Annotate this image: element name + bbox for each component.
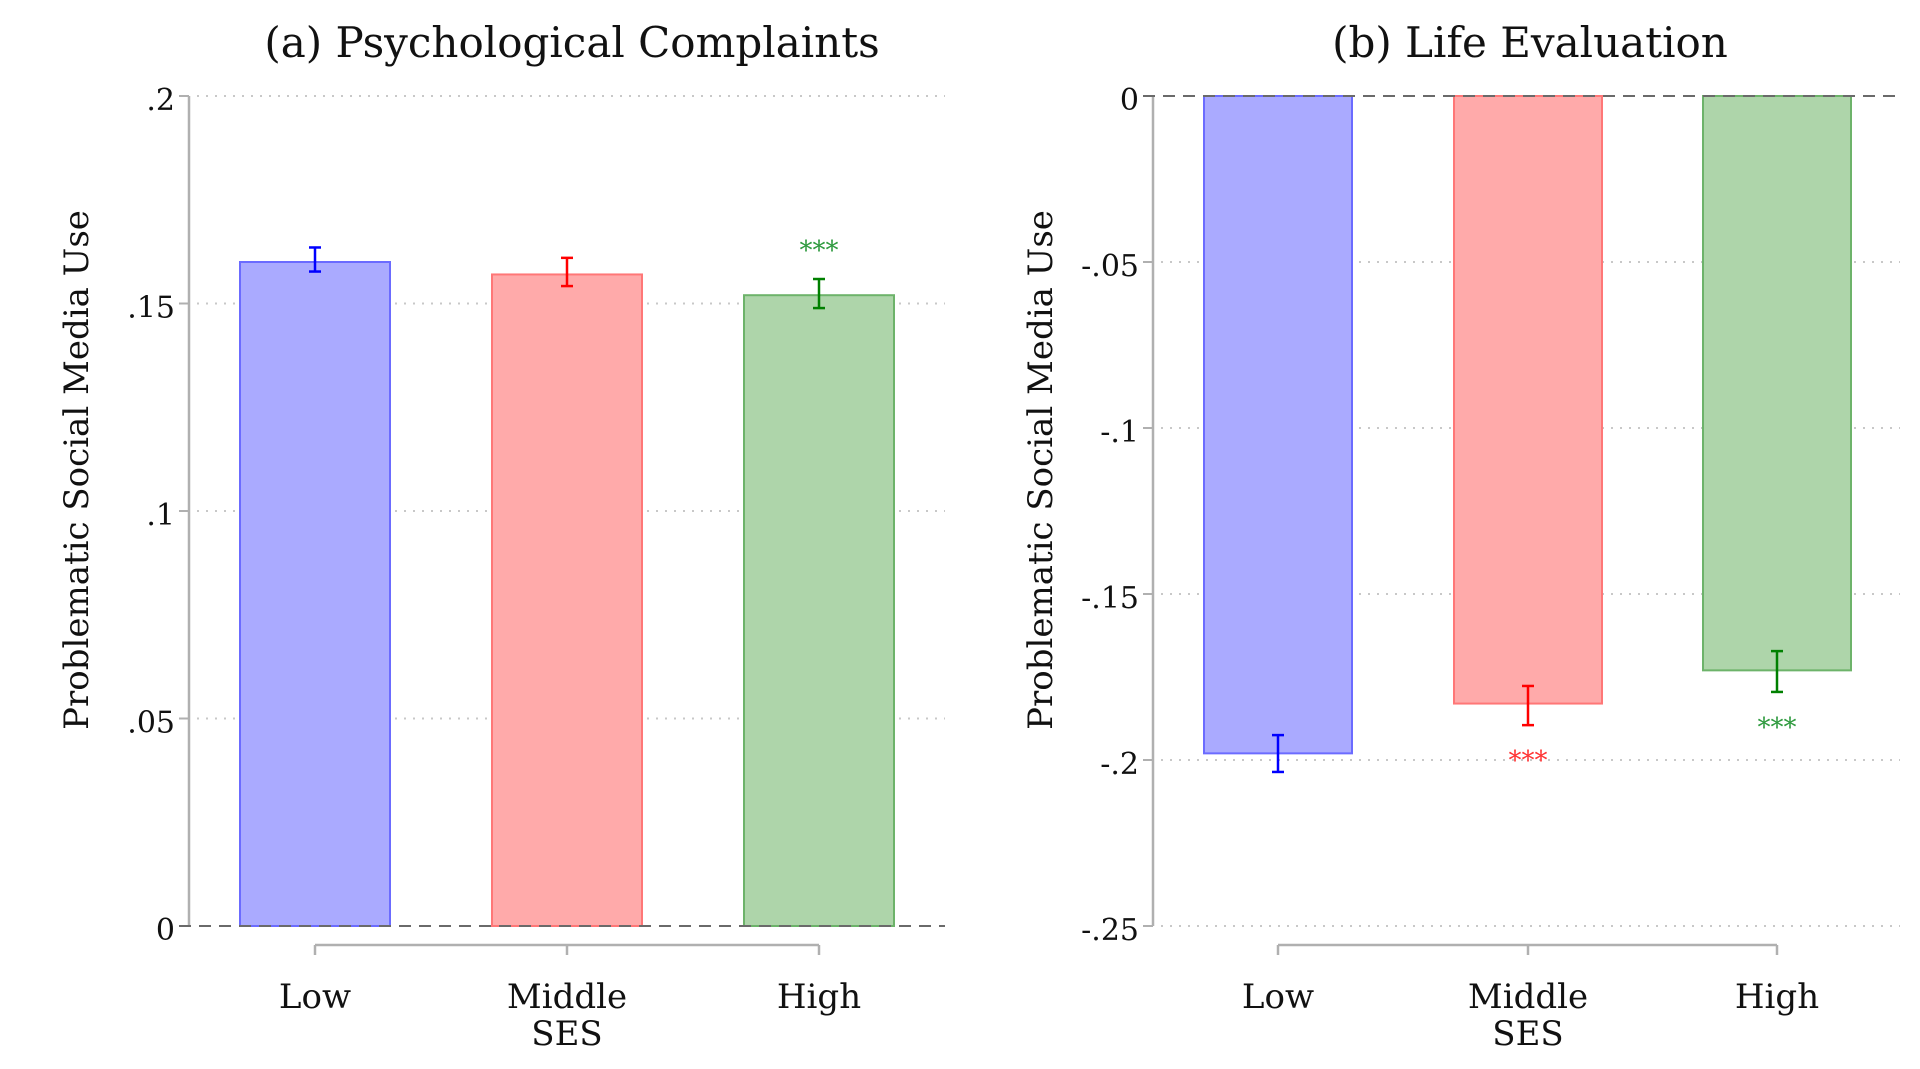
y-tick-label: -.2 (1100, 747, 1139, 782)
x-axis-label: SES (1492, 1014, 1563, 1054)
y-tick-label: -.1 (1100, 415, 1139, 450)
significance-stars: *** (800, 236, 839, 266)
x-tick-label: Low (279, 977, 351, 1017)
y-axis-label: Problematic Social Media Use (1021, 210, 1061, 730)
bar-middle (491, 273, 643, 927)
x-axis-label: SES (531, 1014, 602, 1054)
y-tick-label: .2 (146, 83, 175, 118)
x-tick-label: High (1735, 977, 1819, 1017)
bar-low (239, 261, 391, 927)
significance-stars: *** (1509, 746, 1548, 776)
x-tick-label: Low (1242, 977, 1314, 1017)
y-axis-label: Problematic Social Media Use (57, 210, 97, 730)
bar-middle (1453, 95, 1603, 705)
chart-title: (a) Psychological Complaints (264, 18, 879, 67)
y-tick-label: -.25 (1081, 913, 1139, 948)
y-tick-label: .1 (146, 498, 175, 533)
x-tick-label: Middle (507, 977, 627, 1017)
x-tick-label: Middle (1468, 977, 1588, 1017)
panel-life-evaluation: (b) Life Evaluation Problematic Social M… (1021, 18, 1900, 1054)
significance-stars: *** (1758, 713, 1797, 743)
bar-high (1702, 95, 1852, 672)
y-tick-label: 0 (1120, 83, 1139, 118)
y-tick-label: .05 (127, 706, 175, 741)
y-tick-label: .15 (127, 291, 175, 326)
bar-high (743, 294, 895, 927)
x-tick-label: High (777, 977, 861, 1017)
panel-psychological-complaints: (a) Psychological Complaints Problematic… (57, 18, 945, 1054)
bar-low (1203, 95, 1353, 755)
y-tick-label: -.05 (1081, 249, 1139, 284)
y-tick-label: 0 (156, 913, 175, 948)
chart-title: (b) Life Evaluation (1332, 18, 1728, 67)
y-tick-label: -.15 (1081, 581, 1139, 616)
